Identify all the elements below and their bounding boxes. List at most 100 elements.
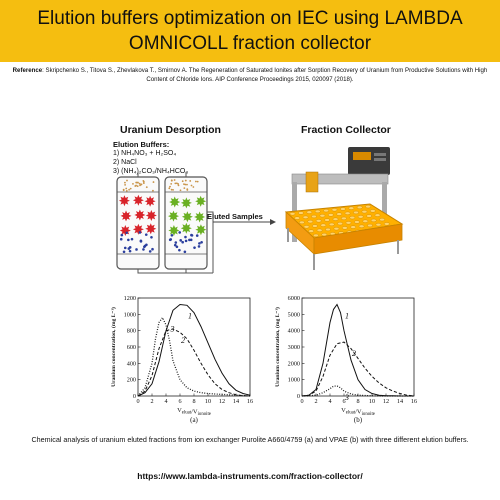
uranium-dot [128, 249, 132, 253]
tube-slot [366, 214, 372, 218]
green-resin-bead [180, 222, 192, 234]
x-tick-label: 8 [356, 398, 359, 405]
series-label: 3 [170, 325, 175, 334]
x-tick-label: 14 [397, 398, 403, 405]
uranium-dot [198, 242, 201, 245]
x-tick-label: 10 [205, 398, 211, 405]
tube-slot [370, 209, 376, 213]
uranium-dot [195, 234, 199, 237]
tube-slot [325, 227, 331, 232]
eluent-dot [169, 185, 171, 188]
x-tick-label: 16 [411, 398, 417, 405]
uranium-dot [188, 238, 191, 242]
tube-slot [333, 227, 340, 231]
eluent-dot [177, 183, 180, 185]
tube-slot [379, 217, 385, 222]
y-tick-label: 800 [127, 328, 136, 335]
uranium-dot [127, 238, 130, 242]
green-resin-bead [195, 195, 207, 207]
y-tick-label: 400 [127, 360, 136, 367]
eluent-dot [122, 189, 125, 192]
tube-slot [354, 220, 360, 224]
uranium-dot [142, 248, 145, 251]
eluent-dot [190, 184, 193, 187]
series-label: 3 [344, 393, 349, 402]
tube-slot [303, 225, 310, 229]
uranium-dot [200, 240, 203, 244]
green-resin-bead [168, 210, 179, 222]
uranium-dot [135, 248, 138, 251]
y-tick-label: 3000 [288, 344, 300, 351]
tube-slot [307, 219, 314, 224]
red-resin-bead [132, 194, 144, 206]
reference-text: Reference: Skripchenko S., Titova S., Zh… [10, 67, 490, 84]
uranium-dot [127, 247, 131, 250]
uranium-dot [119, 237, 123, 241]
eluent-dot [194, 180, 197, 183]
green-resin-bead [181, 211, 193, 223]
eluent-dot [172, 188, 174, 191]
eluent-dot [129, 187, 132, 190]
chart-a: 0 2 4 6 8 10 12 14 16020040060080010001200123Ura… [110, 295, 253, 424]
buffer-item: 1) NH₄NO₃ + H₂SO₄ [113, 150, 177, 157]
eluent-dot [136, 185, 139, 188]
tube-slot [374, 213, 381, 217]
tube-slot [316, 228, 323, 232]
x-tick-label: 2 [150, 398, 153, 405]
tube-slot [298, 211, 304, 215]
uranium-dot [148, 250, 152, 253]
eluent-dot [184, 179, 187, 182]
x-tick-label: 2 [314, 398, 317, 405]
x-tick-label: 6 [178, 398, 181, 405]
red-resin-bead [132, 223, 144, 235]
eluent-dot [125, 189, 128, 192]
x-tick-label: 4 [164, 398, 167, 405]
eluent-dot [140, 183, 143, 186]
elution-buffers-list: Elution Buffers: 1) NH₄NO₃ + H₂SO₄ 2) Na… [113, 140, 188, 176]
eluent-dot [186, 183, 188, 186]
eluent-dot [168, 187, 171, 190]
tube-slot [294, 216, 301, 220]
eluent-dot [152, 181, 155, 183]
tube-slot [342, 226, 348, 230]
eluent-dot [142, 182, 145, 184]
eluent-dot [142, 180, 145, 183]
website-link[interactable]: https://www.lambda-instruments.com/fract… [137, 471, 363, 481]
chart-b: 0 2 4 6 8 10 12 14 16010002000300040005000600012… [274, 295, 417, 424]
fraction-collector-image [284, 147, 404, 270]
uranium-dot [139, 240, 143, 243]
y-axis-label: Uranium concentration, (mg L⁻¹) [274, 307, 281, 387]
x-axis-label: Veluat/Vionoite [341, 407, 375, 417]
green-resin-bead [195, 224, 207, 236]
series-label: 1 [188, 312, 192, 321]
uranium-dot [170, 233, 174, 237]
eluent-dot [183, 183, 185, 186]
tube-slot [367, 223, 373, 228]
red-resin-bead [134, 209, 146, 221]
tube-slot [350, 225, 356, 229]
green-resin-bead [180, 197, 192, 209]
eluent-dot [177, 184, 180, 187]
tube-slot [314, 209, 321, 213]
uranium-dot [143, 244, 147, 248]
tube-slot [320, 223, 327, 227]
green-resin-bead [194, 211, 206, 223]
tube-slot [365, 204, 371, 209]
uranium-dot [184, 235, 187, 239]
plot-frame [301, 297, 415, 397]
eluent-dot [126, 179, 128, 182]
x-tick-label: 6 [342, 398, 345, 405]
uranium-desorption-title: Uranium Desorption [120, 124, 221, 136]
x-tick-label: 4 [328, 398, 331, 405]
uranium-dot [173, 243, 177, 247]
x-axis-label: Veluat/Vionoite [177, 407, 211, 417]
eluent-dot [179, 189, 182, 192]
uranium-dot [168, 238, 172, 242]
red-resin-bead [118, 195, 130, 207]
eluent-dot [196, 180, 199, 183]
y-tick-label: 1000 [288, 377, 300, 384]
eluent-dot [139, 184, 141, 187]
red-resin-bead [144, 195, 156, 207]
x-tick-label: 12 [219, 398, 225, 405]
tube-slot [344, 211, 351, 215]
